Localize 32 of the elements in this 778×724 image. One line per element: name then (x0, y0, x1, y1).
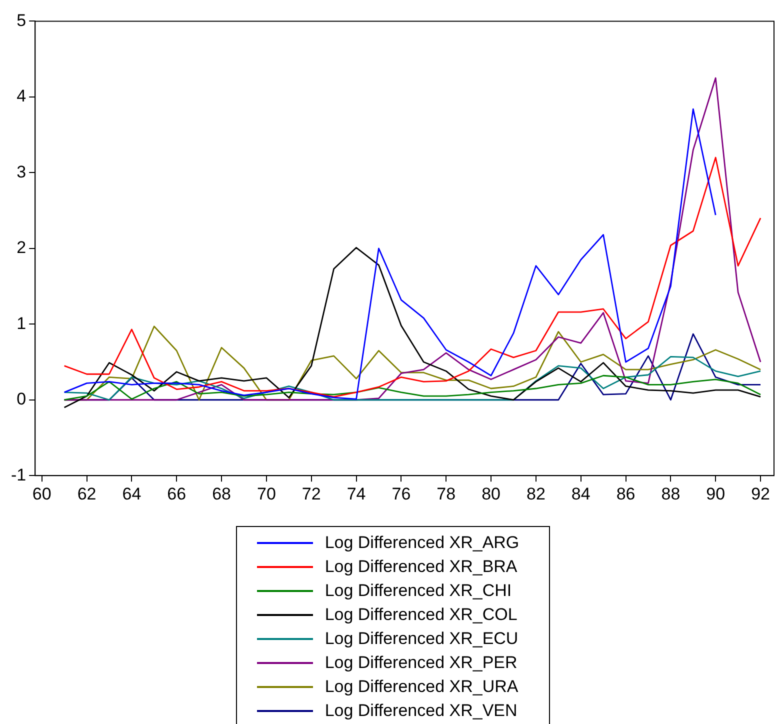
x-tick-label: 78 (436, 484, 456, 504)
x-tick-label: 88 (661, 484, 680, 504)
legend-label: Log Differenced XR_CHI (324, 581, 512, 601)
x-tick-label: 80 (482, 484, 500, 504)
x-tick-label: 72 (302, 484, 321, 504)
legend-label: Log Differenced XR_BRA (324, 557, 518, 577)
legend-label: Log Differenced XR_ECU (324, 629, 518, 649)
x-tick-label: 60 (32, 484, 52, 504)
x-tick-label: 84 (571, 484, 590, 504)
legend-label: Log Differenced XR_ARG (324, 533, 520, 553)
x-tick-label: 70 (256, 484, 276, 504)
x-tick-label: 74 (346, 484, 366, 504)
y-tick-label: -1 (10, 465, 26, 484)
x-tick-label: 82 (526, 484, 546, 504)
x-tick-label: 86 (616, 484, 636, 504)
y-tick-label: 2 (16, 238, 26, 258)
x-tick-label: 66 (167, 484, 186, 504)
x-tick-label: 92 (751, 484, 770, 504)
x-tick-label: 64 (122, 484, 142, 504)
y-tick-label: 1 (16, 314, 26, 333)
x-tick-label: 76 (392, 484, 411, 504)
x-tick-label: 90 (706, 484, 726, 504)
y-tick-label: 0 (16, 390, 26, 409)
x-tick-label: 68 (212, 484, 231, 504)
legend-label: Log Differenced XR_VEN (324, 701, 518, 721)
legend-label: Log Differenced XR_PER (324, 653, 518, 673)
legend-label: Log Differenced XR_COL (324, 605, 518, 625)
y-tick-label: 3 (16, 162, 26, 182)
y-tick-label: 4 (16, 86, 26, 106)
legend-label: Log Differenced XR_URA (324, 677, 518, 697)
y-tick-label: 5 (16, 10, 26, 30)
x-tick-label: 62 (77, 484, 96, 504)
